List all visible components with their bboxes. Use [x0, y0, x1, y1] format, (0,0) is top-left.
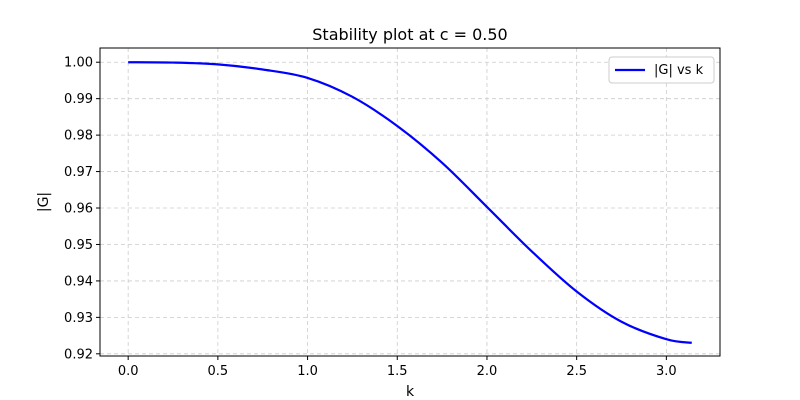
y-tick-label: 0.96 [64, 202, 93, 217]
x-tick-label: 1.0 [297, 364, 318, 379]
y-tick-label: 0.97 [64, 165, 93, 180]
x-tick-label: 2.5 [566, 364, 587, 379]
y-tick-label: 0.99 [64, 92, 93, 107]
x-tick-label: 2.0 [477, 364, 498, 379]
x-axis-label: k [406, 384, 415, 400]
legend: |G| vs k [608, 56, 715, 84]
ticks: 0.0 0.5 1.0 1.5 2.0 2.5 3.0 0.92 0.93 0.94 0.95 0.9… [64, 56, 677, 379]
y-axis-label: |G| [36, 192, 52, 212]
y-tick-label: 0.95 [64, 238, 93, 253]
plot-frame [99, 47, 721, 357]
y-tick-label: 0.94 [64, 274, 93, 289]
legend-box [608, 56, 715, 84]
x-tick-label: 3.0 [656, 364, 677, 379]
y-tick-label: 0.93 [64, 311, 93, 326]
series-layer [128, 61, 692, 344]
legend-label: |G| vs k [654, 63, 704, 78]
y-tick-label: 1.00 [64, 56, 93, 71]
series-line-0 [128, 61, 692, 344]
y-tick-label: 0.98 [64, 129, 93, 144]
x-tick-label: 0.0 [118, 364, 139, 379]
y-tick-label: 0.92 [64, 347, 93, 362]
chart-title: Stability plot at c = 0.50 [312, 25, 507, 44]
x-tick-label: 1.5 [387, 364, 408, 379]
x-tick-label: 0.5 [208, 364, 229, 379]
